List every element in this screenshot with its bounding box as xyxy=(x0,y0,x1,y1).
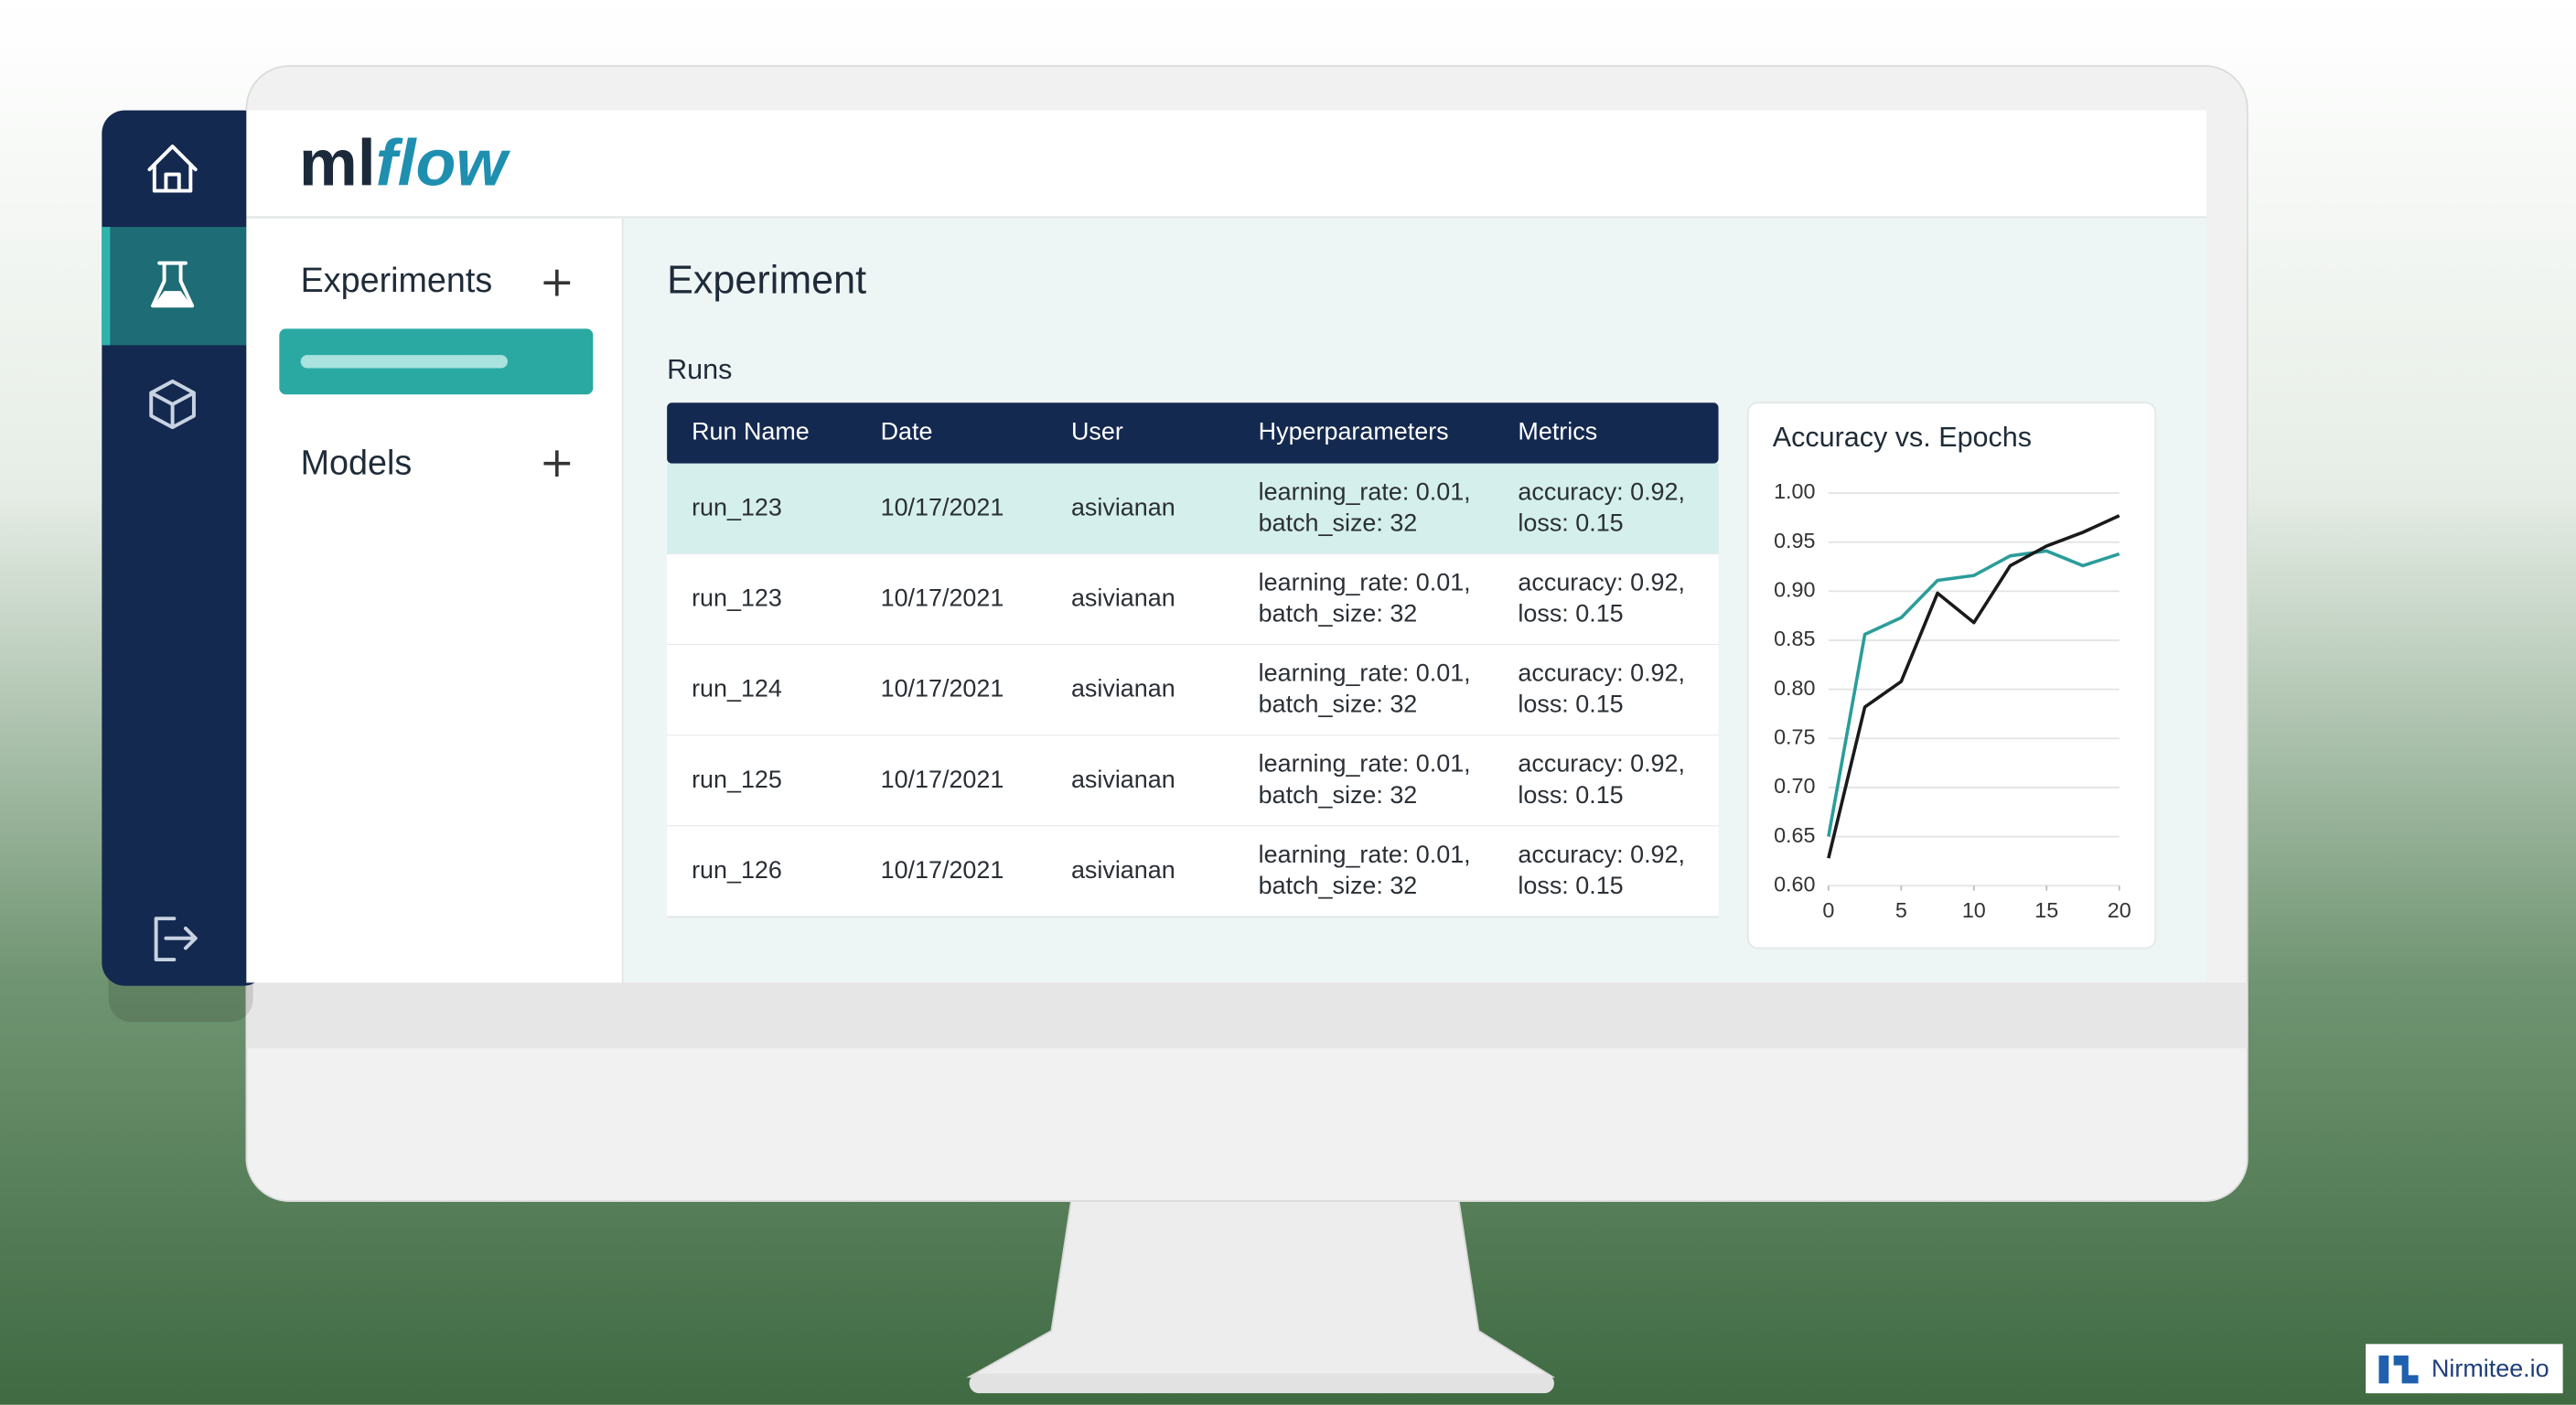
y-tick-label: 0.90 xyxy=(1774,577,1815,601)
table-cell-line: learning_rate: 0.01, xyxy=(1259,568,1471,595)
experiments-heading: Experiments xyxy=(301,261,493,299)
table-cell: run_126 xyxy=(692,856,782,884)
series-line xyxy=(1827,514,2120,859)
home-icon[interactable] xyxy=(147,145,198,193)
table-cell-line: learning_rate: 0.01, xyxy=(1259,477,1471,505)
runs-table: Run Name Date User Hyperparameters Metrics ru… xyxy=(667,402,1719,918)
table-cell-line: loss: 0.15 xyxy=(1518,600,1623,627)
table-cell-line: loss: 0.15 xyxy=(1518,509,1623,536)
chart-title: Accuracy vs. Epochs xyxy=(1773,422,2032,453)
table-header xyxy=(667,402,1719,464)
x-tick-label: 20 xyxy=(2108,898,2131,922)
column-header: Run Name xyxy=(692,418,810,445)
table-cell: 10/17/2021 xyxy=(881,766,1004,793)
table-cell-line: batch_size: 32 xyxy=(1259,600,1418,627)
y-tick-label: 0.65 xyxy=(1774,823,1815,847)
monitor-base xyxy=(969,1373,1554,1394)
table-cell: asivianan xyxy=(1071,766,1175,793)
table-row xyxy=(667,463,1719,554)
table-cell-line: accuracy: 0.92, xyxy=(1518,477,1685,505)
table-cell: run_124 xyxy=(692,675,782,702)
table-cell: run_125 xyxy=(692,766,782,793)
monitor-bezel xyxy=(246,982,2248,1049)
table-cell-line: batch_size: 32 xyxy=(1259,872,1418,899)
table-cell-line: accuracy: 0.92, xyxy=(1518,750,1685,778)
x-tick-label: 15 xyxy=(2034,898,2058,922)
logo[interactable]: mlflow xyxy=(299,126,511,199)
table-cell: asivianan xyxy=(1071,585,1175,612)
flask-fill xyxy=(154,291,191,305)
table-cell-line: accuracy: 0.92, xyxy=(1518,660,1685,687)
table-cell-line: accuracy: 0.92, xyxy=(1518,841,1685,868)
table-row xyxy=(667,826,1719,917)
table-cell-line: learning_rate: 0.01, xyxy=(1259,750,1471,778)
table-cell-line: accuracy: 0.92, xyxy=(1518,568,1685,595)
experiments-icon[interactable] xyxy=(151,261,195,308)
add-experiment[interactable] xyxy=(543,269,571,296)
y-tick-label: 0.60 xyxy=(1774,872,1815,896)
table-cell: 10/17/2021 xyxy=(881,856,1004,884)
table-cell-line: learning_rate: 0.01, xyxy=(1259,841,1471,868)
active-indicator xyxy=(102,227,111,346)
table-cell-line: batch_size: 32 xyxy=(1259,509,1418,536)
watermark: Nirmitee.io xyxy=(2431,1355,2549,1382)
experiment-placeholder xyxy=(300,355,508,369)
table-cell: 10/17/2021 xyxy=(881,493,1004,520)
watermark-box xyxy=(2366,1344,2563,1394)
table-cell: asivianan xyxy=(1071,675,1175,702)
table-cell: asivianan xyxy=(1071,856,1175,884)
column-header: Hyperparameters xyxy=(1259,418,1449,445)
column-header: User xyxy=(1071,418,1123,445)
y-tick-label: 0.75 xyxy=(1774,724,1815,748)
table-cell-line: loss: 0.15 xyxy=(1518,691,1623,718)
table-cell-line: learning_rate: 0.01, xyxy=(1259,660,1471,687)
y-tick-label: 0.95 xyxy=(1774,529,1815,552)
y-tick-label: 0.85 xyxy=(1774,627,1815,650)
table-cell: asivianan xyxy=(1071,493,1175,520)
models-icon[interactable] xyxy=(149,379,196,430)
series-line xyxy=(1827,549,2120,837)
table-row xyxy=(667,735,1719,827)
chart: 1.00 0.95 0.90 0.85 0.80 0.75 0.70 0.65 0.60 0 5 10… xyxy=(1774,479,2131,922)
chart-card xyxy=(1746,402,2157,949)
x-tick-label: 10 xyxy=(1962,898,1986,922)
table-cell-line: batch_size: 32 xyxy=(1259,691,1418,718)
runs-label: Runs xyxy=(667,354,732,385)
column-header: Metrics xyxy=(1518,418,1597,445)
page-title: Experiment xyxy=(667,259,866,303)
y-tick-label: 0.70 xyxy=(1774,774,1815,798)
models-heading: Models xyxy=(301,443,413,481)
sidebar-active-item[interactable] xyxy=(102,227,247,346)
table-cell-line: batch_size: 32 xyxy=(1259,781,1418,809)
x-tick-label: 0 xyxy=(1822,898,1834,922)
table-cell: run_123 xyxy=(692,585,782,612)
watermark-icon xyxy=(2378,1355,2419,1384)
table-row xyxy=(667,553,1719,645)
table-cell: run_123 xyxy=(692,493,782,520)
table-cell-line: loss: 0.15 xyxy=(1518,781,1623,809)
logo-flow: flow xyxy=(376,126,511,199)
logo-ml: ml xyxy=(299,126,376,199)
table-cell: 10/17/2021 xyxy=(881,675,1004,702)
x-tick-label: 5 xyxy=(1895,898,1907,922)
y-tick-label: 0.80 xyxy=(1774,676,1815,700)
logout-icon[interactable] xyxy=(154,917,198,962)
table-row xyxy=(667,644,1719,736)
column-header: Date xyxy=(881,418,933,445)
table-cell: 10/17/2021 xyxy=(881,585,1004,612)
y-tick-label: 1.00 xyxy=(1774,479,1815,503)
table-cell-line: loss: 0.15 xyxy=(1518,872,1623,899)
top-bar xyxy=(246,110,2206,218)
add-model[interactable] xyxy=(543,450,571,477)
